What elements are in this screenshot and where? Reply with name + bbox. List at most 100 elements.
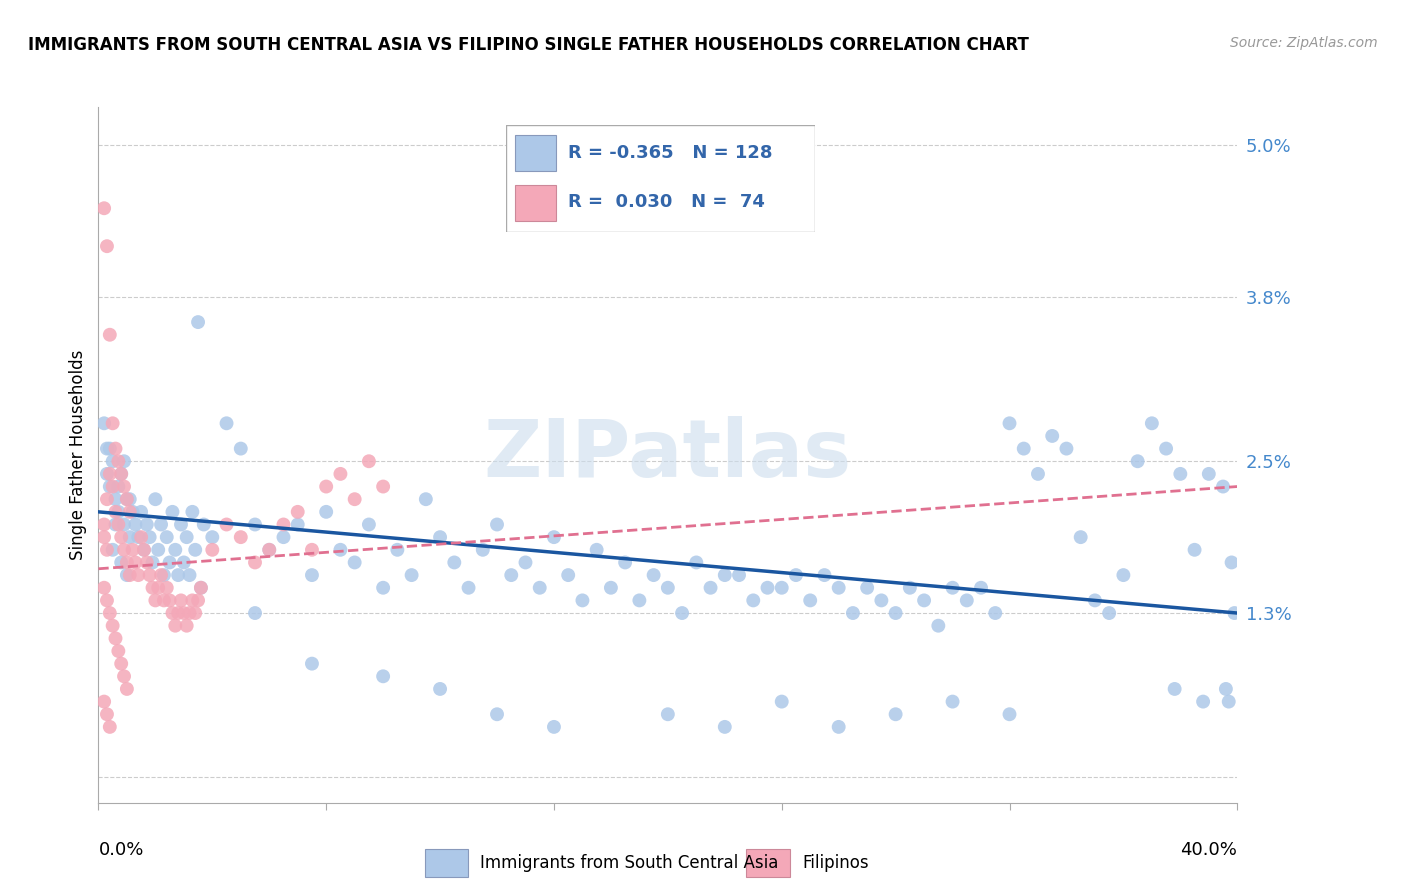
Point [173,606,195,620]
Point [1184,542,1206,557]
Point [301,657,323,671]
Point [145,492,167,507]
Point [201,530,224,544]
Point [115,568,138,582]
Point [124,556,146,570]
Point [742,593,765,607]
Y-axis label: Single Father Households: Single Father Households [69,350,87,560]
Point [486,707,509,722]
Point [229,530,252,544]
Point [357,517,380,532]
Point [167,568,190,582]
Point [135,517,157,532]
Point [184,606,207,620]
Point [153,568,176,582]
Point [104,505,127,519]
Point [193,517,215,532]
Point [184,542,207,557]
Point [93,517,115,532]
Point [273,517,295,532]
Point [115,492,138,507]
Point [107,505,129,519]
Point [1112,568,1135,582]
Point [107,454,129,468]
Point [1040,429,1063,443]
Point [429,530,451,544]
Point [162,505,184,519]
Point [132,542,155,557]
Point [557,568,579,582]
Point [165,618,187,632]
Point [956,593,979,607]
Point [1070,530,1092,544]
Point [96,492,118,507]
Point [115,556,138,570]
Point [141,556,163,570]
Point [150,568,173,582]
Point [170,517,193,532]
Point [343,556,366,570]
Point [842,606,865,620]
Point [127,530,149,544]
Point [315,505,337,519]
Point [1140,417,1163,431]
Point [714,720,737,734]
Point [614,556,637,570]
Point [93,417,115,431]
Point [1218,695,1240,709]
Point [543,720,565,734]
Point [110,657,132,671]
Point [998,417,1021,431]
Point [138,568,160,582]
Point [110,467,132,481]
Point [110,467,132,481]
Point [159,556,181,570]
Point [543,530,565,544]
Point [1170,467,1192,481]
Point [93,530,115,544]
Point [135,556,157,570]
Point [714,568,737,582]
Point [884,606,907,620]
Point [1192,695,1215,709]
Point [101,542,124,557]
Point [984,606,1007,620]
Point [162,606,184,620]
Point [93,695,115,709]
FancyBboxPatch shape [516,135,555,171]
Point [585,542,607,557]
Point [1026,467,1049,481]
Point [443,556,465,570]
Point [657,707,679,722]
Text: R = -0.365   N = 128: R = -0.365 N = 128 [568,144,772,161]
Point [371,669,394,683]
Point [101,454,124,468]
Text: R =  0.030   N =  74: R = 0.030 N = 74 [568,193,765,211]
Point [371,581,394,595]
Point [98,442,121,456]
Text: Source: ZipAtlas.com: Source: ZipAtlas.com [1230,36,1378,50]
Point [243,517,266,532]
Point [159,593,181,607]
Point [138,530,160,544]
Text: 0.0%: 0.0% [98,841,143,859]
Point [110,530,132,544]
Point [98,479,121,493]
Point [132,542,155,557]
Point [1163,681,1185,696]
Point [96,442,118,456]
Point [96,593,118,607]
Point [301,568,323,582]
Point [170,593,193,607]
Point [998,707,1021,722]
Point [571,593,593,607]
Point [112,542,135,557]
Point [101,417,124,431]
Point [671,606,693,620]
Point [828,581,851,595]
Point [121,505,143,519]
Point [471,542,494,557]
Point [150,517,173,532]
Point [870,593,893,607]
Point [118,568,141,582]
